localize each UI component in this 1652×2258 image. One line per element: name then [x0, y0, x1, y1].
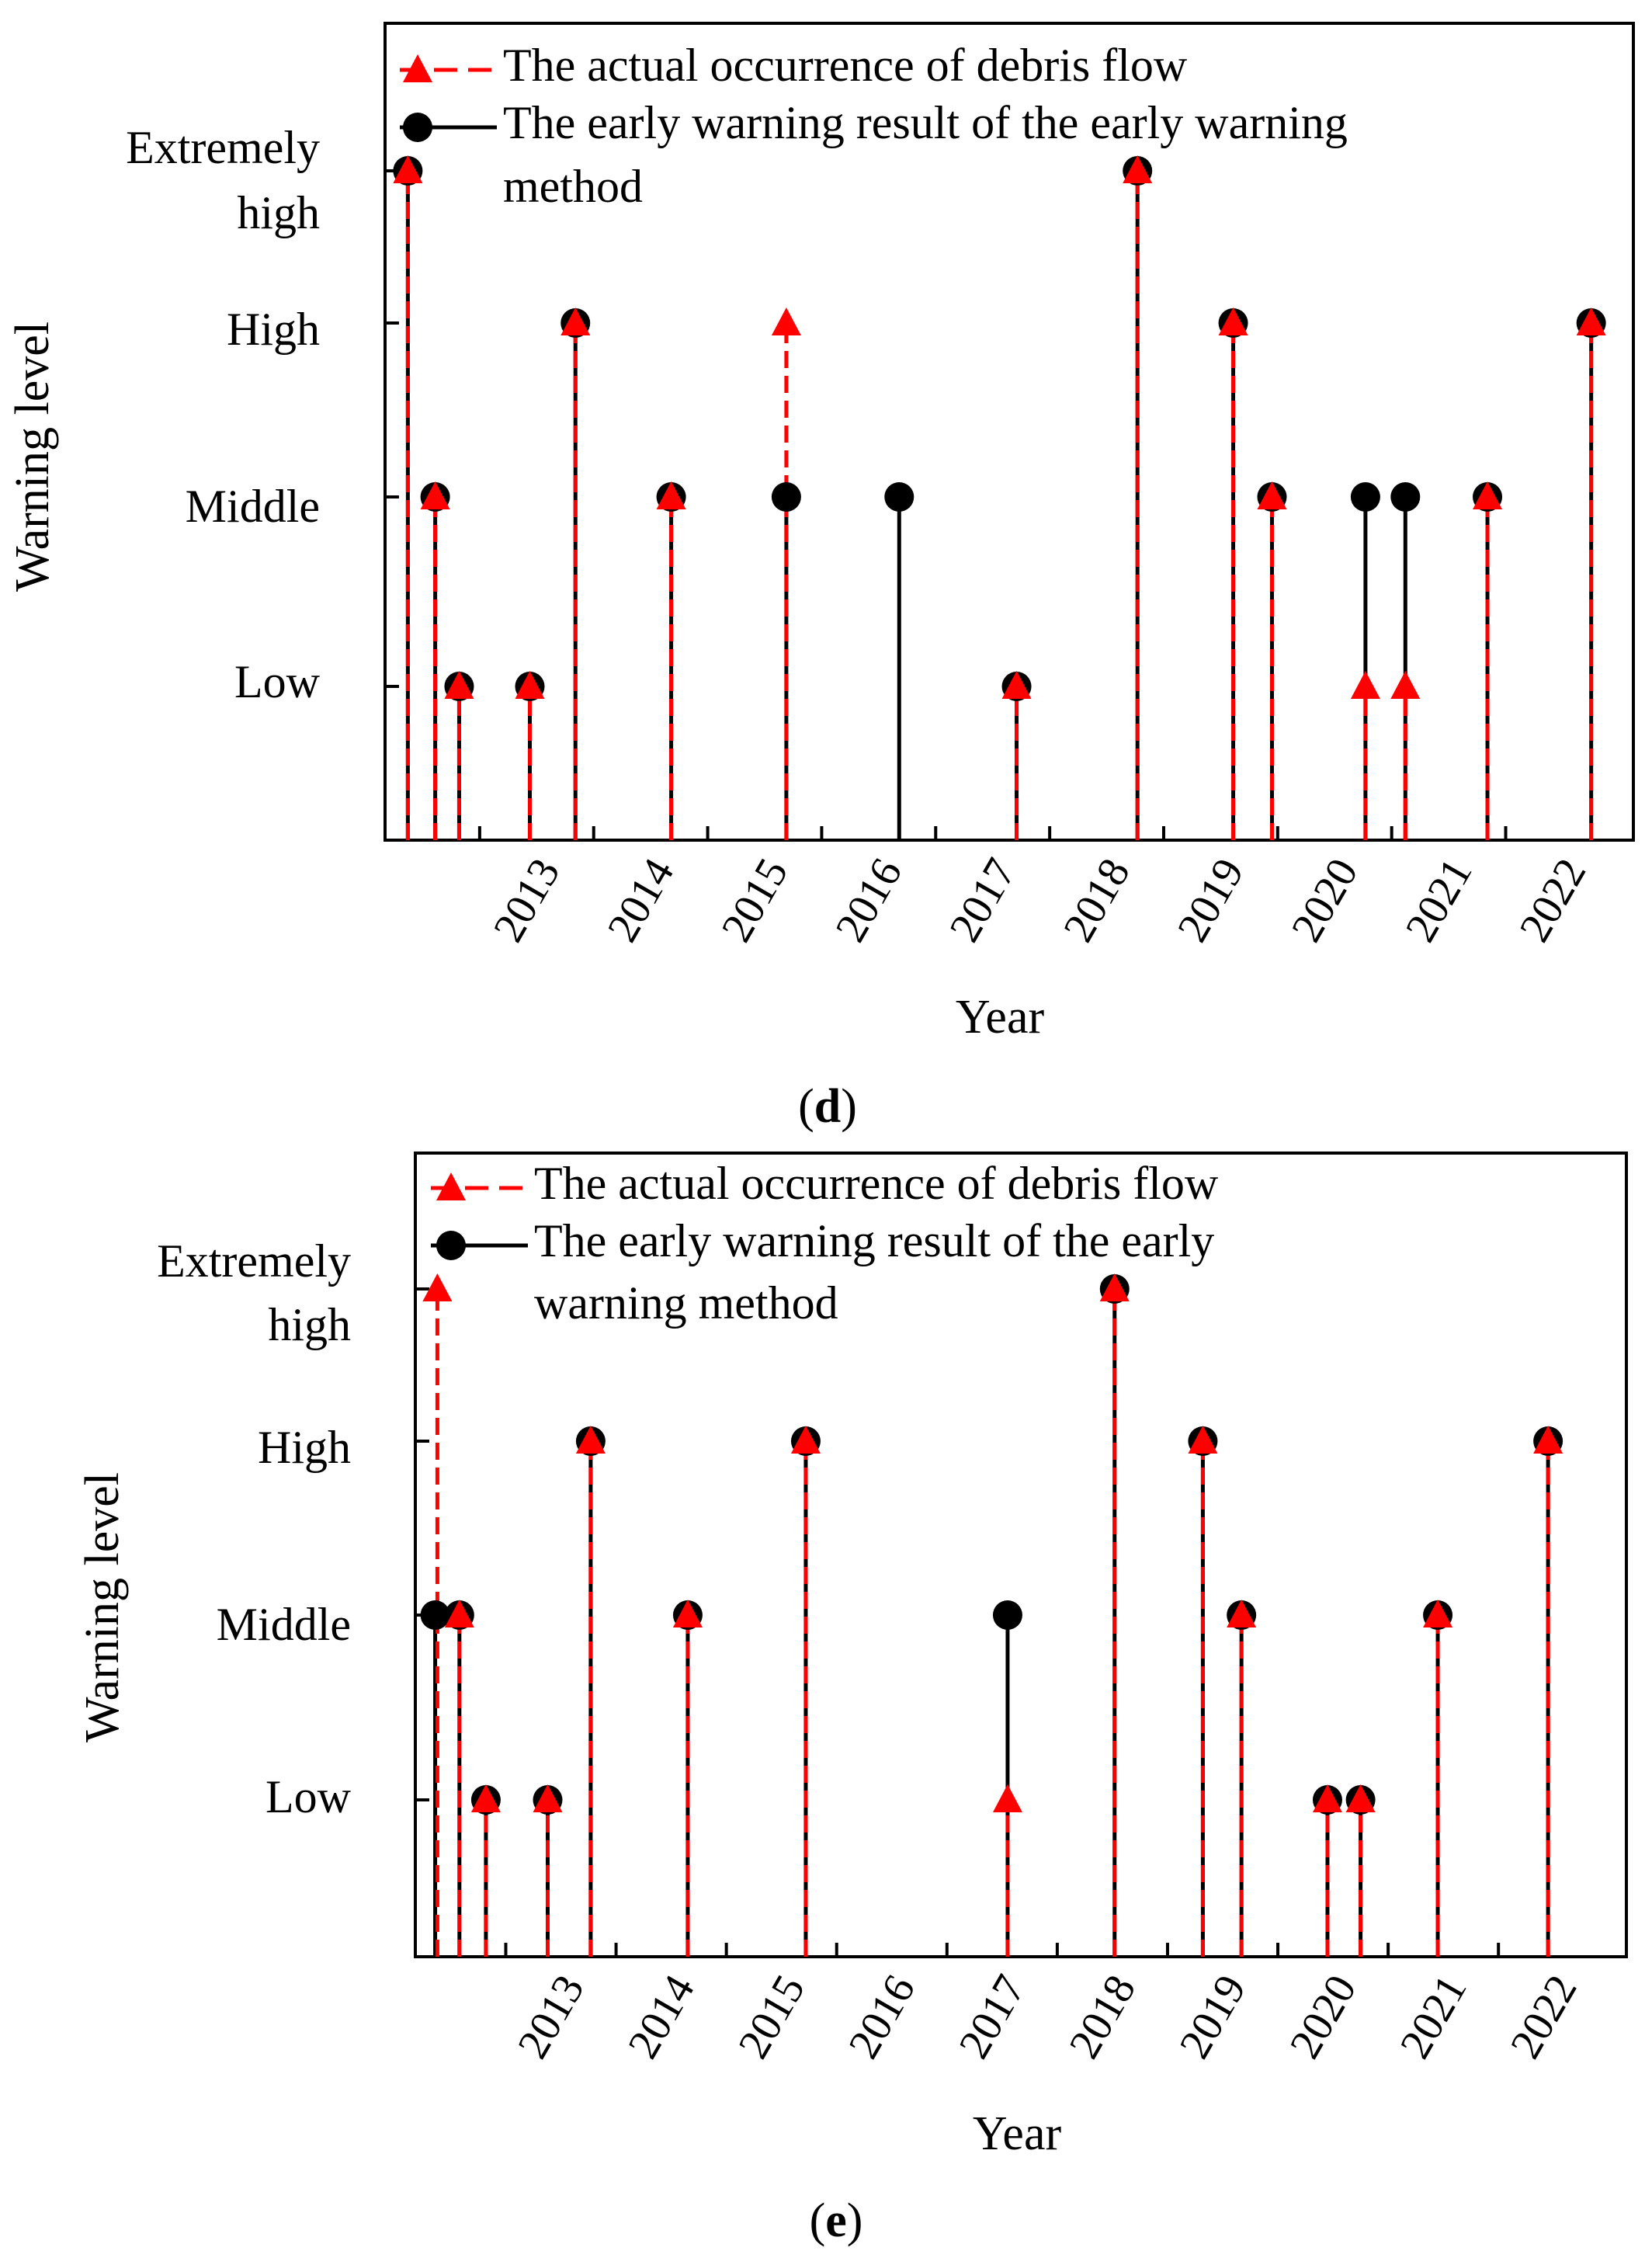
x-tick-label: 2021 [1397, 850, 1482, 950]
actual-point [470, 1784, 501, 1812]
y-level-label: Extremely [157, 1235, 351, 1287]
x-tick-label: 2019 [1168, 850, 1254, 950]
x-tick-label: 2013 [508, 1967, 594, 2066]
y-axis-title: Warning level [76, 1472, 129, 1742]
legend-text: method [503, 161, 643, 212]
y-level-label: Extremely [126, 122, 320, 173]
warning-point [884, 482, 914, 512]
plot-frame [414, 1152, 1628, 1958]
actual-point [393, 155, 423, 183]
warning-point [1350, 482, 1380, 512]
actual-markers [422, 1273, 1564, 1812]
x-tick-label: 2022 [1501, 1967, 1587, 2066]
legend-text: The early warning result of the early wa… [503, 97, 1348, 148]
actual-point [1576, 307, 1606, 335]
actual-point [560, 307, 591, 335]
actual-point [1123, 155, 1153, 183]
warning-point [1390, 482, 1421, 512]
actual-point [515, 671, 545, 699]
actual-markers [393, 155, 1606, 699]
warning-stems [433, 1289, 1550, 1957]
actual-point [672, 1600, 703, 1627]
x-tick-label: 2017 [950, 1967, 1036, 2066]
actual-point [1257, 481, 1287, 509]
actual-point [1188, 1426, 1218, 1454]
actual-stems [405, 182, 1594, 840]
x-tick-label: 2019 [1171, 1967, 1256, 2066]
x-tick-label: 2018 [1054, 850, 1140, 950]
x-tick-label: 2018 [1060, 1967, 1146, 2066]
x-tick-label: 2021 [1391, 1967, 1477, 2066]
legend: The actual occurrence of debris flow The … [431, 1158, 1219, 1329]
legend-warning-marker [403, 113, 432, 142]
chart-panel-d: Low Middle High Extremely high 2013 2014 2015 20… [6, 22, 1635, 1133]
y-level-label: High [258, 1422, 351, 1473]
actual-point [420, 481, 450, 509]
x-tick-label: 2015 [729, 1967, 814, 2066]
x-tick-label: 2014 [619, 1967, 704, 2066]
y-level-label: high [237, 187, 320, 238]
actual-point [1099, 1273, 1130, 1301]
x-tick-label: 2016 [827, 850, 912, 950]
x-tick-label: 2015 [713, 850, 798, 950]
legend: The actual occurrence of debris flow The … [400, 40, 1348, 212]
legend-text: The early warning result of the early [534, 1215, 1214, 1266]
legend-text: The actual occurrence of debris flow [503, 40, 1188, 91]
actual-point [533, 1784, 563, 1812]
chart-panel-e: Low Middle High Extremely high 2013 2014 2015 20… [76, 1152, 1628, 2247]
x-tick-label: 2016 [839, 1967, 925, 2066]
y-level-label: High [227, 304, 320, 355]
actual-point [1533, 1426, 1564, 1454]
actual-point [575, 1426, 606, 1454]
legend-warning-marker [436, 1231, 466, 1260]
actual-point [1312, 1784, 1342, 1812]
warning-point [771, 482, 801, 512]
legend-text: The actual occurrence of debris flow [534, 1158, 1219, 1209]
y-level-label: Middle [186, 481, 320, 532]
x-tick-label: 2020 [1281, 1967, 1366, 2066]
actual-point [771, 307, 801, 335]
actual-point [790, 1426, 821, 1454]
actual-point [1227, 1600, 1257, 1627]
x-tick-label: 2017 [940, 850, 1026, 950]
actual-point [656, 481, 686, 509]
x-tick-label: 2014 [599, 850, 684, 950]
warning-point [992, 1600, 1022, 1630]
panel-label: (e) [810, 2194, 863, 2247]
x-axis-title: Year [973, 2107, 1062, 2160]
legend-text: warning method [534, 1277, 838, 1329]
x-tick-label: 2022 [1511, 850, 1596, 950]
actual-stems [435, 1300, 1550, 1957]
legend-actual-marker [436, 1172, 466, 1200]
actual-point [1390, 671, 1421, 699]
x-axis-title: Year [956, 991, 1045, 1044]
x-tick-label: 2013 [484, 850, 570, 950]
y-level-label: Low [266, 1771, 352, 1822]
actual-point [992, 1784, 1022, 1812]
warning-point [420, 1600, 450, 1630]
y-level-label: Low [234, 656, 321, 707]
actual-point [1001, 671, 1032, 699]
legend-actual-marker [403, 54, 432, 82]
actual-point [1345, 1784, 1376, 1812]
actual-point [1423, 1600, 1453, 1627]
plot-frame [384, 22, 1635, 842]
y-axis-title: Warning level [6, 321, 59, 592]
panel-label: (d) [798, 1080, 857, 1133]
y-level-label: high [268, 1299, 351, 1350]
actual-point [1350, 671, 1380, 699]
y-level-label: Middle [217, 1599, 351, 1650]
actual-point [422, 1273, 453, 1301]
x-tick-label: 2020 [1282, 850, 1368, 950]
actual-point [444, 671, 474, 699]
actual-point [1473, 481, 1503, 509]
actual-point [444, 1600, 474, 1627]
actual-point [1218, 307, 1248, 335]
